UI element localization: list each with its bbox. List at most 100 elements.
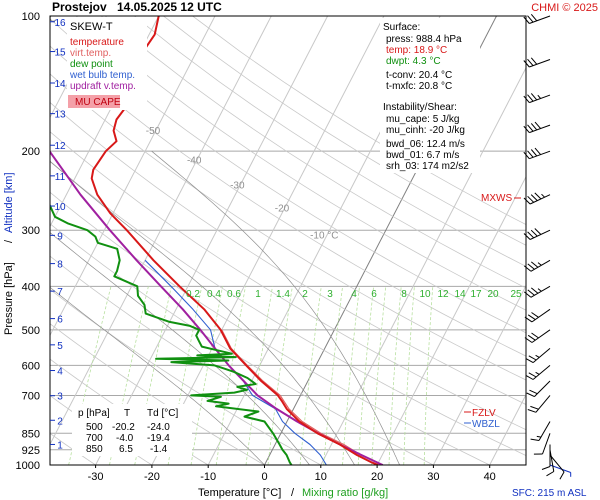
wind-barb-flag bbox=[559, 471, 565, 480]
srh-03: srh_03: 174 m2/s2 bbox=[386, 161, 469, 172]
wind-barb-flag bbox=[530, 93, 538, 101]
wind-barb-half bbox=[535, 371, 540, 375]
pressure-tick-label: 400 bbox=[22, 281, 40, 293]
t-conv: t-conv: 20.4 °C bbox=[386, 70, 452, 81]
mixing-ratio-label: 17 bbox=[470, 289, 482, 300]
moist-adiabat bbox=[50, 286, 265, 465]
wind-barb-flag bbox=[523, 265, 532, 272]
table-cell: 500 bbox=[86, 422, 103, 433]
moist-adiabat bbox=[50, 160, 355, 465]
mixing-ratio-line bbox=[215, 286, 246, 465]
isotherm bbox=[151, 16, 385, 465]
dry-adiabat bbox=[50, 18, 526, 334]
legend-item: temperature bbox=[70, 37, 124, 48]
pressure-tick-label: 1000 bbox=[16, 460, 40, 472]
altitude-tick-label: 15 bbox=[54, 48, 66, 59]
wind-barb-flag bbox=[526, 392, 535, 398]
wind-barb bbox=[523, 192, 551, 205]
altitude-tick-label: 7 bbox=[57, 287, 63, 298]
wind-barb-flag bbox=[530, 405, 539, 410]
wind-barb-flag bbox=[523, 197, 531, 205]
legend-item: virt.temp. bbox=[70, 48, 111, 59]
pressure-tick-label: 925 bbox=[22, 445, 40, 457]
wind-barb bbox=[524, 329, 551, 343]
wbzl-label: WBZL bbox=[472, 419, 500, 430]
wind-barb bbox=[549, 464, 572, 477]
wind-barb-flag bbox=[527, 94, 534, 102]
dry-adiabat bbox=[50, 223, 434, 465]
dry-adiabat bbox=[104, 16, 526, 289]
wind-barb bbox=[525, 365, 551, 380]
altitude-tick-label: 4 bbox=[57, 367, 63, 378]
wind-barb-half bbox=[535, 354, 540, 358]
mixing-ratio-label: 0.6 bbox=[227, 289, 241, 300]
wind-barb-flag bbox=[534, 192, 542, 200]
mixing-ratio-line bbox=[357, 286, 374, 465]
wind-barb-flag bbox=[531, 312, 539, 318]
y-axis-title-group: Pressure [hPa] / Altitude [km] bbox=[3, 172, 15, 335]
legend-title: SKEW-T bbox=[70, 21, 113, 33]
wind-barb-half bbox=[537, 262, 542, 266]
bwd-06: bwd_06: 12.4 m/s bbox=[386, 139, 465, 150]
dry-adiabat bbox=[50, 323, 265, 465]
isotherm bbox=[50, 16, 103, 119]
x-tick-label: 20 bbox=[371, 471, 383, 483]
isotherm bbox=[432, 284, 526, 465]
x-tick-label: 30 bbox=[427, 471, 439, 483]
mixing-ratio-label: 0.2 bbox=[186, 289, 200, 300]
wind-barb-flag bbox=[523, 125, 530, 133]
mixing-ratio-line bbox=[245, 286, 273, 465]
wind-barb-flag bbox=[530, 194, 538, 201]
wind-barbs bbox=[523, 13, 572, 480]
table-cell: 850 bbox=[86, 444, 103, 455]
altitude-tick-label: 13 bbox=[54, 110, 66, 121]
wind-barb-flag bbox=[527, 124, 534, 132]
wind-barb bbox=[526, 380, 551, 398]
wind-barb-flag bbox=[524, 316, 533, 323]
altitude-tick-label: 3 bbox=[57, 392, 63, 403]
isotherm-label: -30 bbox=[230, 181, 245, 192]
fzl-label: FZLV bbox=[472, 408, 496, 419]
isotherm-label: -80 °C bbox=[28, 14, 56, 25]
pressure-tick-label: 500 bbox=[22, 325, 40, 337]
sounding-datetime: 14.05.2025 12 UTC bbox=[117, 0, 222, 14]
wind-barb-half bbox=[541, 193, 545, 198]
table-header-td: Td [°C] bbox=[147, 408, 178, 419]
mu-cinh: mu_cinh: -20 J/kg bbox=[386, 125, 465, 136]
altitude-tick-label: 11 bbox=[55, 172, 66, 183]
wind-barb-flag bbox=[529, 389, 538, 395]
dry-adiabat bbox=[50, 161, 526, 457]
table-cell: -1.4 bbox=[150, 444, 168, 455]
wind-barb-flag bbox=[530, 149, 538, 157]
wind-barb-flag bbox=[534, 147, 541, 155]
dry-adiabat bbox=[192, 16, 526, 226]
wind-barb-flag bbox=[527, 289, 535, 296]
dry-adiabat bbox=[50, 288, 321, 465]
wind-barb-staff bbox=[542, 433, 551, 455]
mixing-ratio-label: 4 bbox=[351, 289, 357, 300]
altitude-tick-label: 8 bbox=[57, 260, 63, 271]
mixing-ratio-label: 0.4 bbox=[207, 289, 221, 300]
x-tick-label: -10 bbox=[200, 471, 216, 483]
wind-barb-flag bbox=[527, 409, 537, 413]
wind-barb bbox=[523, 57, 551, 68]
wind-barb-flag bbox=[528, 372, 537, 378]
wind-barb-flag bbox=[523, 95, 530, 103]
mixing-ratio-label: 10 bbox=[419, 289, 431, 300]
mucape-label: MU CAPE bbox=[75, 97, 121, 108]
wind-barb-staff bbox=[549, 464, 571, 473]
x-tick-label: -20 bbox=[144, 471, 160, 483]
wind-barb-flag bbox=[531, 332, 539, 339]
table-header-p: p [hPa] bbox=[78, 408, 110, 419]
wind-barb-staff bbox=[549, 454, 565, 473]
mu-cape: mu_cape: 5 J/kg bbox=[386, 114, 459, 125]
wind-barb-flag bbox=[524, 337, 533, 343]
info-box bbox=[380, 18, 480, 173]
x-tick-label: 0 bbox=[261, 471, 267, 483]
wind-barb bbox=[549, 454, 565, 480]
background-grid: -80 °C-70-60-50-40-30-20-10 °C bbox=[28, 14, 526, 465]
wind-barb bbox=[523, 147, 551, 160]
wind-barb bbox=[546, 449, 555, 477]
wind-barb bbox=[541, 444, 551, 470]
